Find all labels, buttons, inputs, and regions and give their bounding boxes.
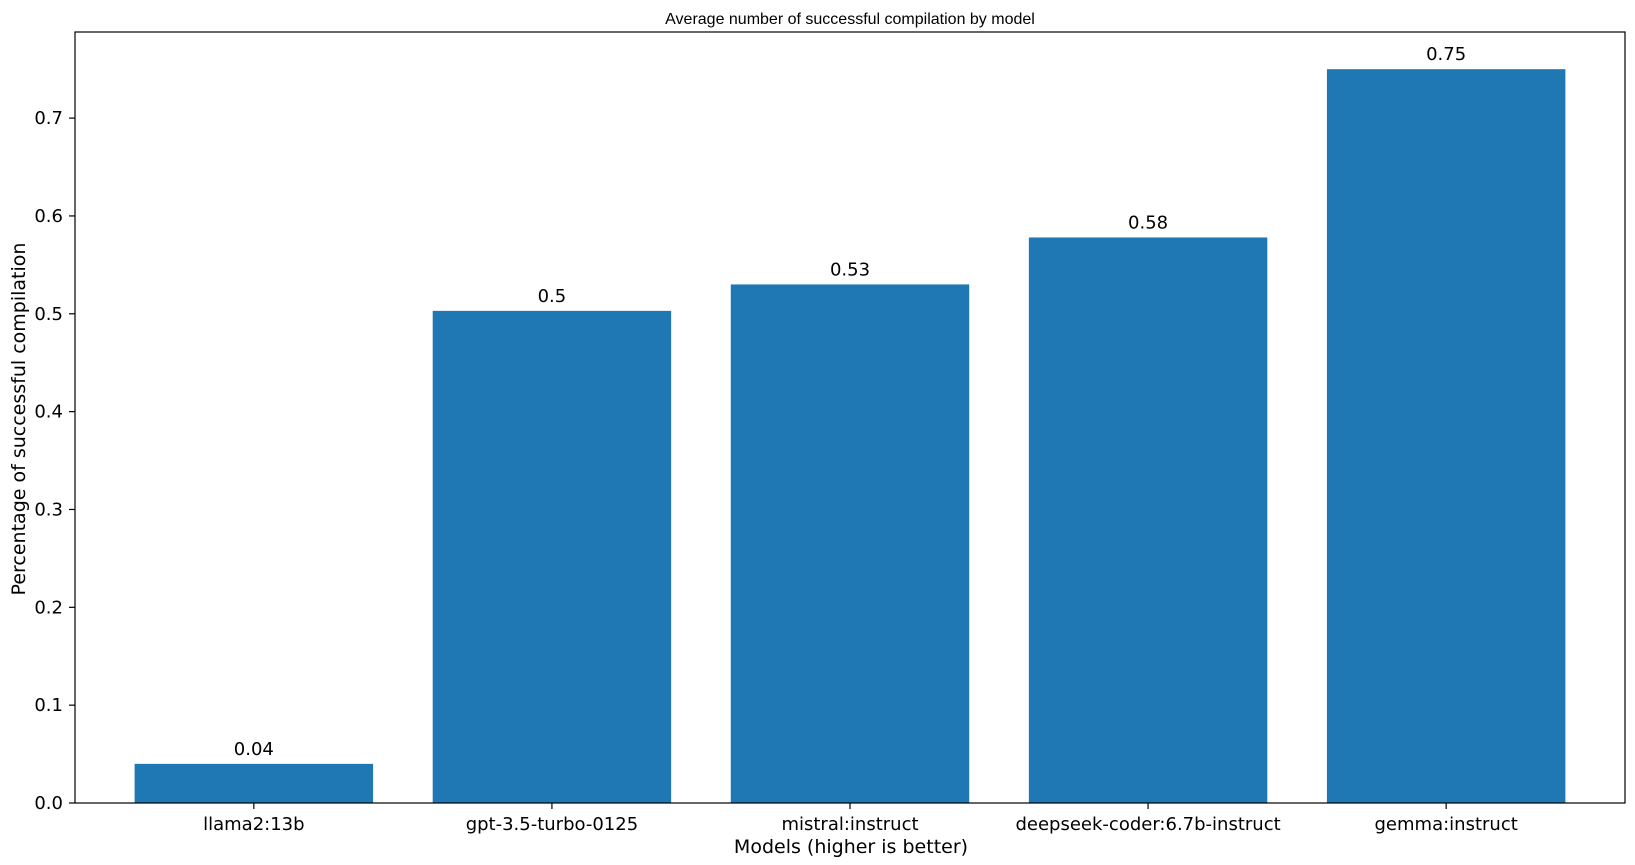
data-label-gpt-3.5-turbo-0125: 0.5 [538,286,567,307]
y-tick-label: 0.6 [34,206,63,227]
chart-title: Average number of successful compilation… [665,11,1035,28]
plot-frame [74,31,1626,804]
y-tick-label: 0.7 [34,108,63,129]
data-label-deepseek-coder:6.7b-instruct: 0.58 [1128,212,1168,233]
y-tick-label: 0.2 [34,597,63,618]
bar-deepseek-coder:6.7b-instruct [1028,237,1268,803]
x-axis: llama2:13b gpt-3.5-turbo-0125 mistral:inst… [203,803,1518,835]
bar-gpt-3.5-turbo-0125 [432,310,672,803]
y-tick-label: 0.0 [34,793,63,814]
bar-gemma:instruct [1326,69,1566,804]
data-labels-group: 0.04 0.5 0.53 0.58 0.75 [234,44,1466,760]
x-tick-label: gpt-3.5-turbo-0125 [466,814,638,835]
y-axis-label: Percentage of successful compilation [8,243,30,596]
y-tick-label: 0.1 [34,695,63,716]
x-tick-label: gemma:instruct [1375,814,1518,835]
y-tick-label: 0.5 [34,304,63,325]
bars-group [134,69,1566,804]
data-label-llama2:13b: 0.04 [234,739,274,760]
bar-llama2:13b [134,763,374,803]
x-tick-label: mistral:instruct [781,814,918,835]
y-tick-label: 0.4 [34,402,63,423]
x-tick-label: llama2:13b [203,814,304,835]
data-label-mistral:instruct: 0.53 [830,259,870,280]
x-axis-label: Models (higher is better) [734,836,968,858]
y-axis: 0.0 0.1 0.2 0.3 0.4 0.5 0.6 0.7 [34,108,75,814]
bar-mistral:instruct [730,284,970,803]
data-label-gemma:instruct: 0.75 [1426,44,1466,65]
x-tick-label: deepseek-coder:6.7b-instruct [1015,814,1280,835]
y-tick-label: 0.3 [34,499,63,520]
